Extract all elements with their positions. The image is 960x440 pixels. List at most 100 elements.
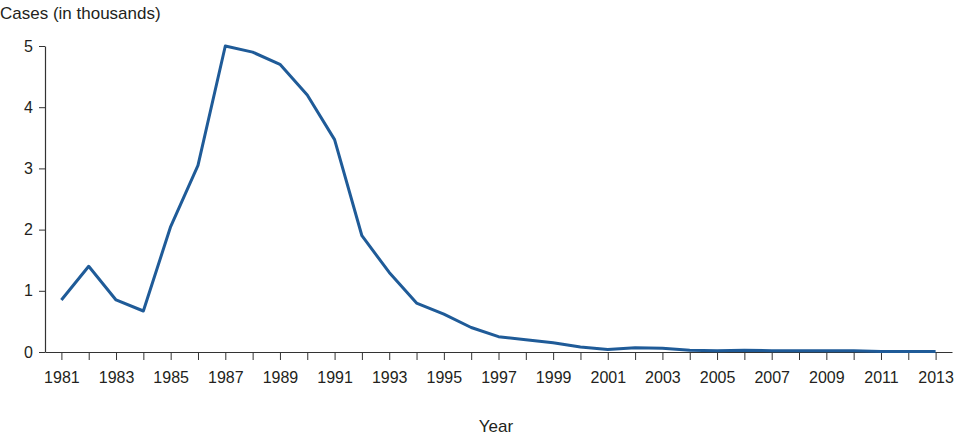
x-tick-label: 1999: [536, 369, 572, 386]
x-tick-mark: [854, 352, 855, 360]
y-tick-mark: [39, 107, 45, 108]
x-axis: 1981 1983 1985 1987 1989 1991 1993 1995 1997 1999…: [44, 352, 954, 386]
x-tick-mark: [471, 352, 472, 360]
x-tick: [854, 352, 855, 360]
x-tick-label: 1985: [153, 369, 189, 386]
x-tick-mark: [772, 352, 773, 360]
x-tick-mark: [936, 352, 937, 360]
x-tick-label: 2009: [809, 369, 845, 386]
x-tick: [635, 352, 636, 360]
y-tick-label: 5: [24, 38, 33, 55]
x-tick: [690, 352, 691, 360]
x-tick: 1989: [263, 352, 299, 386]
x-tick: 2011: [864, 352, 899, 386]
x-tick-mark: [690, 352, 691, 360]
x-tick-label: 2007: [754, 369, 790, 386]
x-tick-mark: [444, 352, 445, 360]
x-tick-mark: [717, 352, 718, 360]
y-axis-line: [45, 47, 46, 353]
x-tick: 2013: [918, 352, 954, 386]
x-tick-mark: [881, 352, 882, 360]
x-tick: [580, 352, 581, 360]
x-tick-mark: [116, 352, 117, 360]
x-tick-mark: [799, 352, 800, 360]
x-tick-label: 2005: [700, 369, 736, 386]
x-tick-mark: [198, 352, 199, 360]
x-tick-mark: [499, 352, 500, 360]
x-tick-mark: [389, 352, 390, 360]
x-tick-mark: [280, 352, 281, 360]
y-tick: 1: [24, 282, 45, 299]
y-tick: 0: [24, 344, 45, 361]
x-tick: [307, 352, 308, 360]
x-tick-label: 2011: [864, 369, 899, 386]
x-tick: [417, 352, 418, 360]
x-tick: [143, 352, 144, 360]
y-tick-mark: [39, 230, 45, 231]
x-tick-mark: [171, 352, 172, 360]
x-tick-label: 2003: [645, 369, 681, 386]
x-tick-label: 2013: [918, 369, 954, 386]
x-tick: 1995: [427, 352, 463, 386]
x-tick-label: 1993: [372, 369, 408, 386]
x-tick: [362, 352, 363, 360]
y-tick-mark: [39, 352, 45, 353]
x-tick-mark: [225, 352, 226, 360]
x-tick-mark: [307, 352, 308, 360]
x-tick-mark: [826, 352, 827, 360]
x-tick: [799, 352, 800, 360]
y-tick-mark: [39, 291, 45, 292]
x-tick-mark: [608, 352, 609, 360]
y-tick-mark: [39, 46, 45, 47]
x-tick: 2007: [754, 352, 790, 386]
x-tick-label: 1989: [263, 369, 299, 386]
x-tick-mark: [662, 352, 663, 360]
x-tick-mark: [635, 352, 636, 360]
x-tick: 1991: [317, 352, 353, 386]
y-tick-label: 4: [24, 99, 33, 116]
y-tick: 2: [24, 221, 45, 238]
x-tick-mark: [143, 352, 144, 360]
y-tick-label: 1: [24, 282, 33, 299]
x-tick-label: 2001: [590, 369, 626, 386]
y-axis: 0 1 2 3 4 5: [24, 38, 45, 361]
x-tick: 1983: [99, 352, 135, 386]
x-tick-mark: [526, 352, 527, 360]
y-tick: 4: [24, 99, 45, 116]
x-tick: 2005: [700, 352, 736, 386]
y-tick: 3: [24, 160, 45, 177]
y-tick-label: 2: [24, 221, 33, 238]
x-tick-label: 1997: [481, 369, 517, 386]
x-tick: [908, 352, 909, 360]
x-tick-mark: [744, 352, 745, 360]
x-tick: 1981: [44, 352, 80, 386]
x-tick-mark: [908, 352, 909, 360]
y-tick: 5: [24, 38, 45, 55]
x-tick-mark: [335, 352, 336, 360]
y-axis-title: Cases (in thousands): [0, 4, 161, 23]
x-tick-label: 1981: [44, 369, 80, 386]
x-tick-label: 1987: [208, 369, 244, 386]
x-tick-label: 1991: [317, 369, 353, 386]
x-tick: 1997: [481, 352, 517, 386]
x-tick: [471, 352, 472, 360]
x-tick-mark: [253, 352, 254, 360]
x-tick: 2003: [645, 352, 681, 386]
plot-area: [61, 46, 935, 351]
chart: 1981 1983 1985 1987 1989 1991 1993 1995 1997 1999…: [0, 0, 960, 440]
series-line: [61, 46, 935, 351]
x-tick-mark: [580, 352, 581, 360]
x-tick-label: 1995: [427, 369, 463, 386]
x-tick-mark: [362, 352, 363, 360]
x-tick-mark: [61, 352, 62, 360]
x-tick: [198, 352, 199, 360]
y-tick-mark: [39, 168, 45, 169]
y-tick-label: 3: [24, 160, 33, 177]
x-tick: [744, 352, 745, 360]
x-tick: [89, 352, 90, 360]
x-axis-title: Year: [479, 417, 514, 436]
x-tick: 2001: [590, 352, 626, 386]
x-tick-mark: [417, 352, 418, 360]
x-tick: [253, 352, 254, 360]
x-tick: 1985: [153, 352, 189, 386]
